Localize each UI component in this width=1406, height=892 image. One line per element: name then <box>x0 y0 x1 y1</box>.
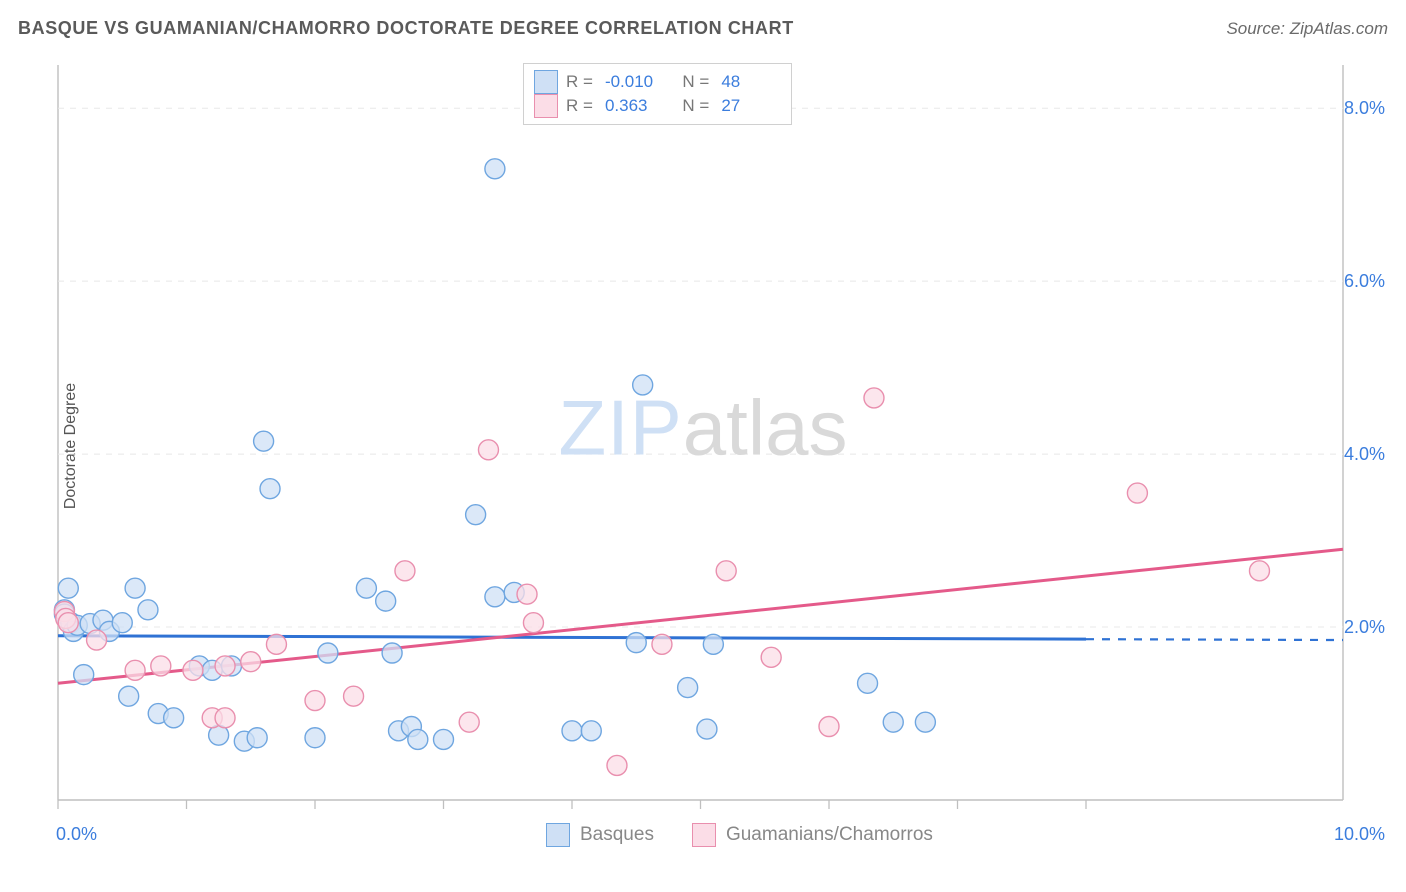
data-point <box>523 613 543 633</box>
data-point <box>678 678 698 698</box>
legend-series-label: Basques <box>580 824 654 846</box>
data-point <box>485 587 505 607</box>
data-point <box>305 691 325 711</box>
data-point <box>459 712 479 732</box>
data-point <box>716 561 736 581</box>
data-point <box>395 561 415 581</box>
data-point <box>119 686 139 706</box>
data-point <box>562 721 582 741</box>
data-point <box>58 578 78 598</box>
legend-swatch <box>546 823 570 847</box>
data-point <box>151 656 171 676</box>
data-point <box>703 634 723 654</box>
data-point <box>260 479 280 499</box>
data-point <box>266 634 286 654</box>
data-point <box>883 712 903 732</box>
data-point <box>858 673 878 693</box>
legend-r-value: 0.363 <box>601 94 665 118</box>
data-point <box>517 584 537 604</box>
legend-row: R = 0.363 N = 27 <box>534 94 781 118</box>
legend-n-label: N = <box>673 70 709 94</box>
scatter-chart: 2.0% 4.0% 6.0% 8.0% 0.0% 10.0% <box>48 55 1388 855</box>
data-point <box>58 613 78 633</box>
legend-series-label: Guamanians/Chamorros <box>726 824 933 846</box>
data-point <box>305 728 325 748</box>
data-point <box>125 578 145 598</box>
data-point <box>183 660 203 680</box>
data-point <box>466 505 486 525</box>
data-point <box>697 719 717 739</box>
legend-r-label: R = <box>566 70 593 94</box>
data-point <box>376 591 396 611</box>
chart-title: BASQUE VS GUAMANIAN/CHAMORRO DOCTORATE D… <box>18 18 794 39</box>
trend-line-dashed <box>1086 639 1343 640</box>
legend-r-label: R = <box>566 94 593 118</box>
data-point <box>356 578 376 598</box>
y-tick-label: 8.0% <box>1344 98 1385 118</box>
data-point <box>247 728 267 748</box>
x-tick-label: 10.0% <box>1334 824 1385 844</box>
data-point <box>408 729 428 749</box>
data-point <box>1249 561 1269 581</box>
data-point <box>915 712 935 732</box>
source-label: Source: <box>1226 19 1289 38</box>
source-name: ZipAtlas.com <box>1290 19 1388 38</box>
source-attribution: Source: ZipAtlas.com <box>1226 19 1388 39</box>
legend-swatch <box>692 823 716 847</box>
data-point <box>478 440 498 460</box>
legend-n-value: 27 <box>717 94 781 118</box>
data-point <box>215 656 235 676</box>
legend-r-value: -0.010 <box>601 70 665 94</box>
data-point <box>581 721 601 741</box>
data-point <box>626 633 646 653</box>
x-tick-label: 0.0% <box>56 824 97 844</box>
y-tick-label: 2.0% <box>1344 617 1385 637</box>
data-point <box>74 665 94 685</box>
data-point <box>485 159 505 179</box>
data-point <box>254 431 274 451</box>
data-point <box>344 686 364 706</box>
y-tick-label: 6.0% <box>1344 271 1385 291</box>
data-point <box>125 660 145 680</box>
data-point <box>241 652 261 672</box>
data-point <box>633 375 653 395</box>
data-point <box>87 630 107 650</box>
data-point <box>1127 483 1147 503</box>
data-point <box>652 634 672 654</box>
legend-swatch <box>534 70 558 94</box>
data-point <box>164 708 184 728</box>
data-point <box>138 600 158 620</box>
legend-bottom: Basques Guamanians/Chamorros <box>546 823 961 847</box>
data-point <box>215 708 235 728</box>
legend-top: R = -0.010 N = 48 R = 0.363 N = 27 <box>523 63 792 125</box>
data-point <box>819 717 839 737</box>
data-point <box>607 755 627 775</box>
legend-row: R = -0.010 N = 48 <box>534 70 781 94</box>
legend-n-label: N = <box>673 94 709 118</box>
y-tick-label: 4.0% <box>1344 444 1385 464</box>
data-point <box>112 613 132 633</box>
data-point <box>318 643 338 663</box>
data-point <box>434 729 454 749</box>
data-point <box>382 643 402 663</box>
data-point <box>761 647 781 667</box>
data-point <box>864 388 884 408</box>
legend-swatch <box>534 94 558 118</box>
trend-line <box>58 636 1086 639</box>
legend-n-value: 48 <box>717 70 781 94</box>
